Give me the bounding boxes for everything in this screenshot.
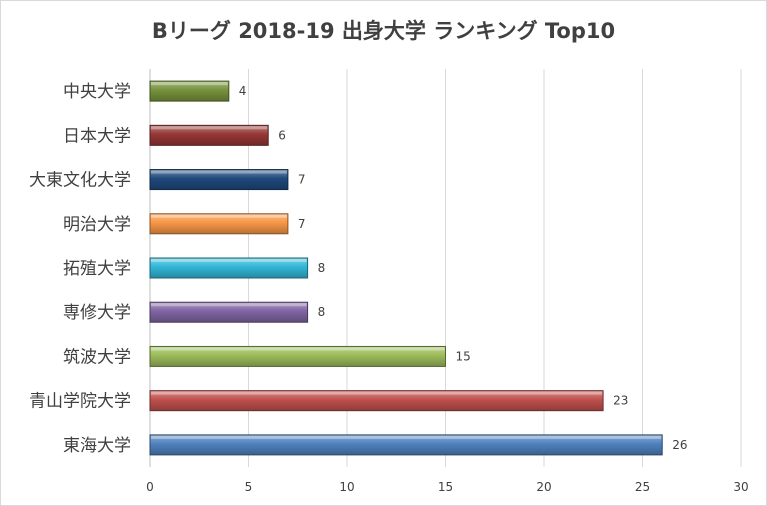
tick-label: 20 — [536, 480, 551, 494]
bar — [149, 301, 309, 323]
tick-label: 5 — [245, 480, 253, 494]
category-label: 日本大学 — [63, 126, 131, 146]
bar-highlight — [151, 170, 287, 174]
chart-title: Bリーグ 2018-19 出身大学 ランキング Top10 — [151, 19, 616, 43]
tick-label: 15 — [438, 480, 453, 494]
bars — [149, 80, 663, 456]
bar — [149, 257, 309, 279]
bar — [149, 390, 604, 412]
bar-highlight — [151, 303, 307, 307]
bar-highlight — [151, 435, 662, 439]
bar — [149, 434, 663, 456]
data-label: 23 — [613, 394, 628, 408]
data-label: 7 — [298, 217, 306, 231]
data-label: 15 — [456, 349, 471, 363]
tick-label: 30 — [733, 480, 748, 494]
bar-highlight — [151, 347, 445, 351]
bar — [149, 213, 289, 235]
bar — [149, 80, 230, 102]
category-label: 中央大学 — [63, 82, 131, 102]
category-label: 大東文化大学 — [29, 171, 131, 191]
tick-labels: 0 5 10 15 20 25 30 — [146, 480, 748, 494]
data-label: 8 — [318, 305, 326, 319]
tick-label: 25 — [635, 480, 650, 494]
bar-highlight — [151, 126, 268, 130]
tick-label: 10 — [339, 480, 354, 494]
category-label: 専修大学 — [63, 303, 131, 323]
tick-label: 0 — [146, 480, 154, 494]
bar — [149, 345, 446, 367]
data-labels: 4 6 7 7 8 8 15 23 26 — [239, 84, 688, 452]
data-label: 8 — [318, 261, 326, 275]
category-label: 拓殖大学 — [63, 259, 131, 279]
category-label: 明治大学 — [63, 215, 131, 235]
bar-highlight — [151, 82, 228, 86]
bar-highlight — [151, 259, 307, 262]
bar — [149, 124, 269, 146]
data-label: 7 — [298, 173, 306, 187]
data-label: 26 — [672, 438, 687, 452]
bar-highlight — [151, 214, 287, 218]
bar — [149, 169, 289, 191]
bar-highlight — [151, 391, 603, 395]
category-label: 筑波大学 — [63, 347, 131, 367]
data-label: 4 — [239, 84, 247, 98]
category-label: 東海大学 — [63, 436, 131, 456]
category-label: 青山学院大学 — [29, 392, 131, 412]
data-label: 6 — [278, 128, 286, 142]
